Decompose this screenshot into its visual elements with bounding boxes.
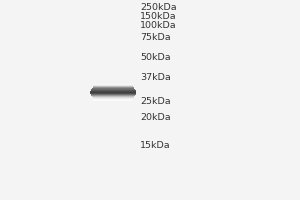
Bar bbox=[93, 97, 134, 98]
Bar bbox=[93, 97, 134, 98]
Bar bbox=[91, 94, 136, 95]
Bar bbox=[93, 100, 133, 101]
Bar bbox=[93, 85, 133, 86]
Text: 150kDa: 150kDa bbox=[140, 12, 177, 21]
Bar bbox=[91, 90, 136, 91]
Bar bbox=[93, 99, 133, 100]
Text: 20kDa: 20kDa bbox=[140, 114, 171, 122]
Bar bbox=[93, 87, 134, 88]
Bar bbox=[92, 88, 134, 89]
Bar bbox=[93, 84, 133, 85]
Bar bbox=[90, 93, 136, 94]
Bar bbox=[93, 99, 133, 100]
Bar bbox=[92, 88, 134, 89]
Bar bbox=[92, 95, 135, 96]
Bar bbox=[92, 89, 135, 90]
Bar bbox=[93, 84, 133, 85]
Text: 15kDa: 15kDa bbox=[140, 142, 171, 150]
Bar bbox=[90, 91, 136, 92]
Bar bbox=[93, 85, 133, 86]
Bar bbox=[90, 92, 136, 93]
Text: 25kDa: 25kDa bbox=[140, 98, 171, 106]
Bar bbox=[91, 90, 136, 91]
Bar bbox=[93, 86, 134, 87]
Text: 100kDa: 100kDa bbox=[140, 21, 177, 30]
Bar bbox=[91, 94, 136, 95]
Text: 250kDa: 250kDa bbox=[140, 3, 177, 12]
Text: 75kDa: 75kDa bbox=[140, 33, 171, 43]
Bar bbox=[92, 96, 134, 97]
Bar bbox=[92, 95, 135, 96]
Text: 50kDa: 50kDa bbox=[140, 52, 171, 62]
Text: 37kDa: 37kDa bbox=[140, 72, 171, 82]
Bar bbox=[92, 96, 134, 97]
Bar bbox=[93, 98, 134, 99]
Bar bbox=[93, 86, 134, 87]
Bar bbox=[91, 89, 135, 90]
Bar bbox=[93, 87, 134, 88]
Bar bbox=[93, 98, 133, 99]
